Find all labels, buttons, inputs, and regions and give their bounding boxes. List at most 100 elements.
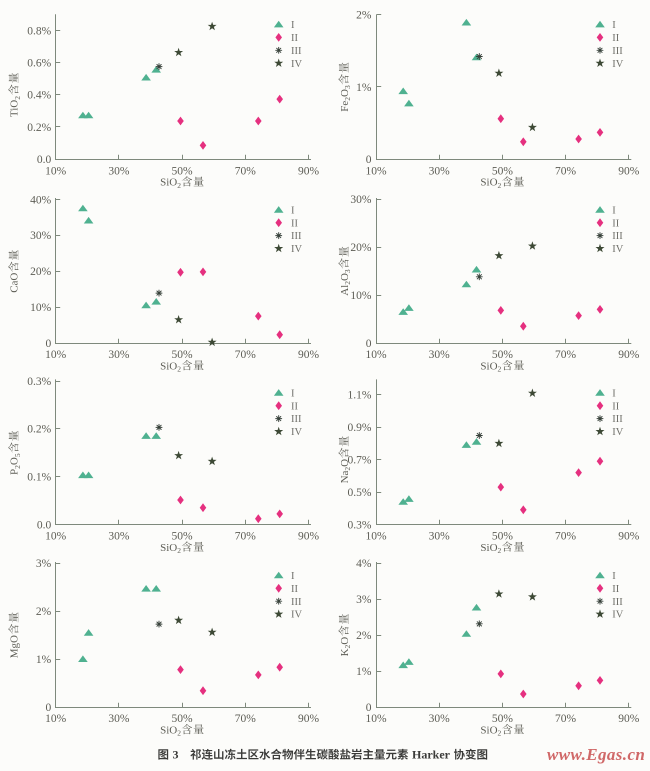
svg-text:K2​O: K2​O (339, 637, 352, 657)
svg-text:I: I (291, 571, 295, 582)
svg-text:0.3%: 0.3% (27, 376, 51, 388)
svg-text:I: I (291, 205, 295, 216)
svg-text:SiO2​: SiO2​ (160, 724, 181, 737)
svg-text:0: 0 (45, 702, 51, 714)
svg-text:20%: 20% (350, 242, 372, 254)
svg-text:IV: IV (291, 427, 302, 438)
svg-text:Harker: Harker (412, 748, 451, 762)
svg-text:www.Egas.cn: www.Egas.cn (547, 745, 645, 764)
svg-text:90%: 90% (298, 349, 320, 361)
svg-text:SiO2​: SiO2​ (480, 542, 501, 555)
svg-text:III: III (612, 46, 623, 57)
svg-text:10%: 10% (365, 165, 387, 177)
svg-text:0.0: 0.0 (37, 519, 52, 531)
svg-text:50%: 50% (172, 349, 194, 361)
svg-text:Na2​O: Na2​O (339, 459, 352, 484)
svg-text:IV: IV (291, 244, 302, 255)
svg-text:I: I (612, 205, 616, 216)
svg-text:70%: 70% (235, 531, 257, 543)
svg-text:0.4%: 0.4% (27, 90, 51, 102)
svg-text:50%: 50% (492, 713, 514, 725)
svg-text:70%: 70% (235, 713, 257, 725)
svg-text:0: 0 (366, 154, 372, 166)
svg-text:0.8%: 0.8% (27, 25, 51, 37)
svg-text:30%: 30% (30, 230, 52, 242)
svg-text:90%: 90% (298, 165, 320, 177)
svg-text:III: III (291, 46, 302, 57)
svg-text:10%: 10% (45, 531, 67, 543)
svg-text:III: III (291, 597, 302, 608)
svg-text:I: I (612, 20, 616, 31)
svg-text:10%: 10% (45, 349, 67, 361)
svg-text:0.2%: 0.2% (27, 122, 51, 134)
svg-text:II: II (612, 401, 619, 412)
svg-text:70%: 70% (555, 349, 577, 361)
svg-text:I: I (291, 20, 295, 31)
svg-text:10%: 10% (350, 290, 372, 302)
svg-text:70%: 70% (555, 531, 577, 543)
svg-text:1.1%: 1.1% (348, 390, 372, 402)
svg-text:50%: 50% (172, 531, 194, 543)
svg-text:IV: IV (291, 59, 302, 70)
svg-text:70%: 70% (555, 165, 577, 177)
svg-text:90%: 90% (618, 349, 640, 361)
svg-text:50%: 50% (492, 531, 514, 543)
svg-text:10%: 10% (365, 713, 387, 725)
svg-text:II: II (291, 33, 298, 44)
svg-text:IV: IV (612, 610, 623, 621)
svg-text:III: III (291, 231, 302, 242)
svg-text:30%: 30% (108, 531, 130, 543)
svg-text:70%: 70% (235, 165, 257, 177)
svg-text:SiO2​: SiO2​ (480, 360, 501, 373)
svg-text:40%: 40% (30, 194, 52, 206)
svg-text:IV: IV (612, 427, 623, 438)
svg-text:10%: 10% (45, 165, 67, 177)
svg-text:3: 3 (173, 748, 179, 762)
svg-text:II: II (612, 584, 619, 595)
svg-text:4%: 4% (356, 558, 372, 570)
svg-text:30%: 30% (429, 165, 451, 177)
svg-text:I: I (612, 571, 616, 582)
svg-text:30%: 30% (108, 713, 130, 725)
svg-text:P2​O5​: P2​O5​ (9, 453, 22, 475)
svg-text:50%: 50% (172, 713, 194, 725)
svg-text:SiO2​: SiO2​ (480, 177, 501, 190)
svg-text:0: 0 (45, 338, 51, 350)
svg-text:III: III (612, 231, 623, 242)
svg-text:70%: 70% (555, 713, 577, 725)
svg-text:3%: 3% (356, 594, 372, 606)
svg-text:30%: 30% (429, 349, 451, 361)
svg-text:0: 0 (366, 338, 372, 350)
svg-text:90%: 90% (618, 165, 640, 177)
svg-text:SiO2​: SiO2​ (480, 724, 501, 737)
svg-text:II: II (291, 218, 298, 229)
svg-text:IV: IV (291, 610, 302, 621)
svg-text:30%: 30% (429, 531, 451, 543)
svg-text:0.6%: 0.6% (27, 58, 51, 70)
svg-text:I: I (612, 388, 616, 399)
svg-text:10%: 10% (365, 349, 387, 361)
svg-text:2%: 2% (356, 10, 372, 22)
svg-text:3%: 3% (36, 558, 52, 570)
svg-text:0.0: 0.0 (37, 154, 52, 166)
svg-text:III: III (291, 414, 302, 425)
svg-text:0: 0 (366, 702, 372, 714)
svg-text:0.5%: 0.5% (348, 487, 372, 499)
svg-text:II: II (612, 33, 619, 44)
svg-text:I: I (291, 388, 295, 399)
svg-text:0.9%: 0.9% (348, 422, 372, 434)
svg-text:IV: IV (612, 59, 623, 70)
svg-text:90%: 90% (298, 713, 320, 725)
svg-text:10%: 10% (45, 713, 67, 725)
svg-text:SiO2​: SiO2​ (160, 360, 181, 373)
svg-text:10%: 10% (30, 302, 52, 314)
svg-text:IV: IV (612, 244, 623, 255)
svg-text:SiO2​: SiO2​ (160, 542, 181, 555)
svg-text:0.3%: 0.3% (348, 519, 372, 531)
svg-text:II: II (291, 584, 298, 595)
svg-text:III: III (612, 597, 623, 608)
svg-text:10%: 10% (365, 531, 387, 543)
svg-text:MgO: MgO (9, 635, 21, 658)
svg-text:30%: 30% (350, 194, 372, 206)
svg-text:II: II (291, 401, 298, 412)
